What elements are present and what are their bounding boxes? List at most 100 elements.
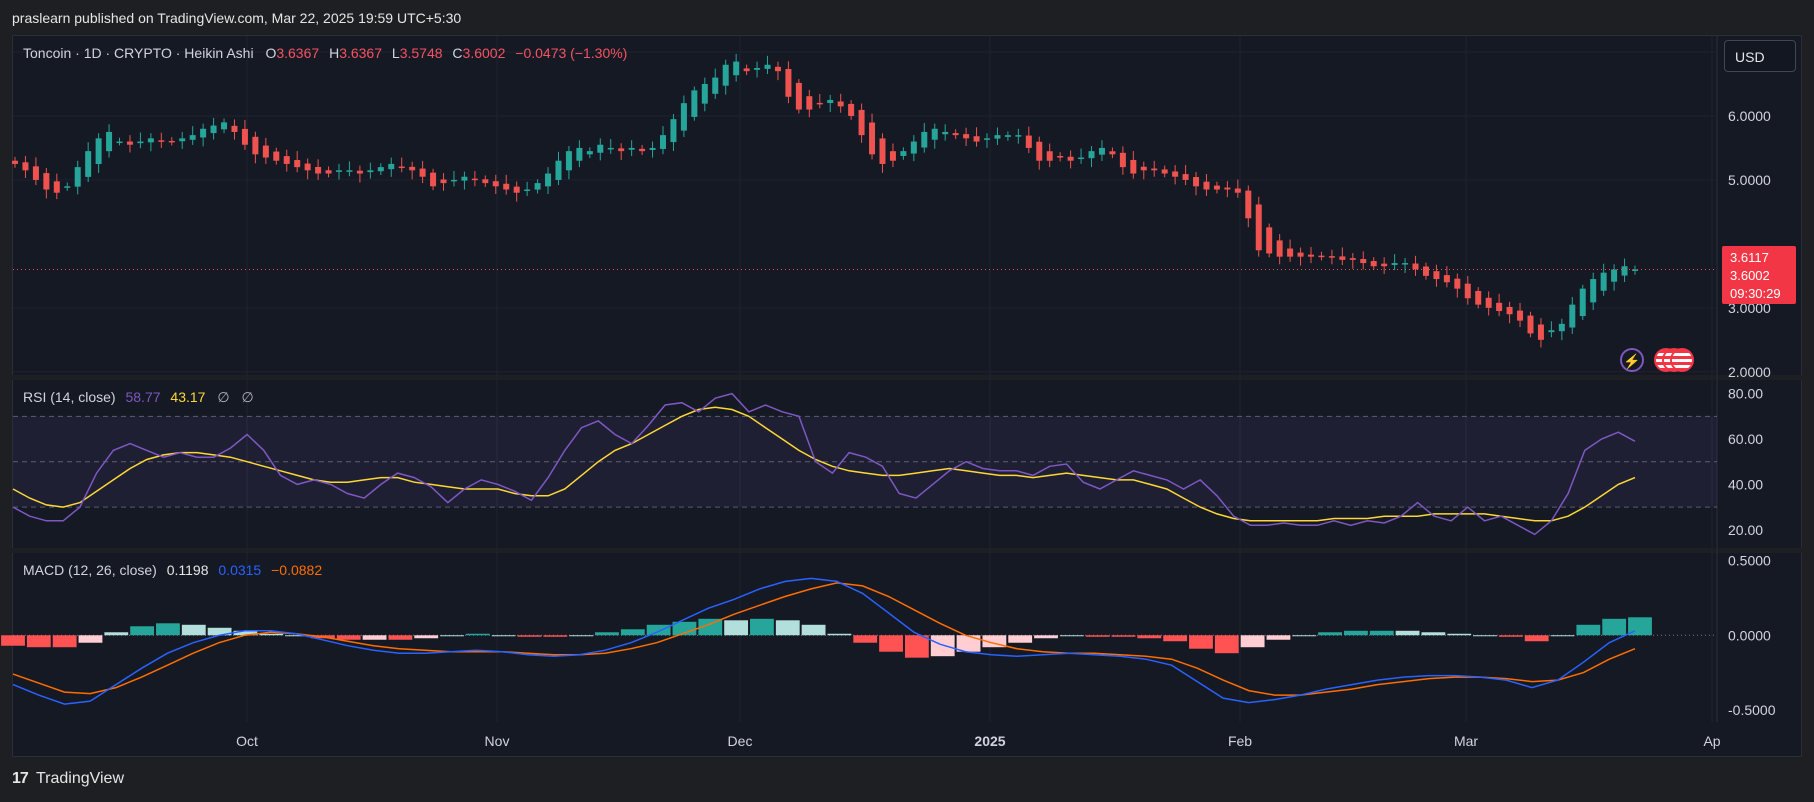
candle-body bbox=[12, 160, 18, 164]
candle-body bbox=[837, 101, 844, 107]
candle-body bbox=[691, 90, 698, 117]
candle-body bbox=[1360, 259, 1367, 264]
currency-button[interactable]: USD bbox=[1724, 40, 1796, 72]
candle-body bbox=[189, 135, 196, 140]
candle-body bbox=[994, 135, 1001, 139]
candle-body bbox=[1234, 188, 1241, 193]
macd-histogram-bar bbox=[1, 635, 25, 646]
macd-histogram-bar bbox=[1008, 635, 1033, 643]
candle-body bbox=[1433, 271, 1440, 280]
low-value: 3.5748 bbox=[399, 45, 443, 61]
macd-histogram-bar bbox=[336, 635, 361, 640]
candle-body bbox=[848, 103, 855, 116]
candle-body bbox=[95, 138, 102, 165]
candle-body bbox=[503, 183, 510, 190]
candle-body bbox=[1036, 141, 1043, 161]
candle-body bbox=[461, 176, 468, 181]
candle-body bbox=[283, 156, 290, 164]
macd-histogram-bar bbox=[1498, 635, 1523, 637]
candle-body bbox=[1004, 135, 1011, 137]
macd-histogram-bar bbox=[1318, 632, 1343, 636]
macd-histogram-bar bbox=[775, 620, 800, 636]
macd-histogram-bar bbox=[1473, 635, 1497, 637]
macd-histogram-bar bbox=[259, 633, 284, 636]
macd-histogram-bar bbox=[130, 626, 155, 636]
macd-histogram-bar bbox=[672, 621, 697, 636]
rsi-label[interactable]: RSI (14, close) bbox=[23, 389, 116, 405]
price-tag: 3.6117 3.6002 09:30:29 bbox=[1722, 246, 1796, 304]
candle-body bbox=[1318, 255, 1325, 258]
us-flag-icon[interactable] bbox=[1670, 348, 1694, 372]
open-label: O bbox=[265, 45, 277, 61]
x-tick-label: Nov bbox=[485, 733, 510, 749]
candle-body bbox=[377, 167, 384, 172]
macd-histogram-bar bbox=[724, 620, 749, 636]
candle-body bbox=[910, 141, 917, 154]
candle-body bbox=[1161, 169, 1168, 174]
candle-body bbox=[1443, 275, 1450, 283]
candle-body bbox=[1140, 166, 1147, 171]
macd-value: 0.0315 bbox=[218, 562, 262, 578]
macd-histogram-bar bbox=[620, 629, 645, 636]
candle-body bbox=[1569, 304, 1576, 328]
candle-body bbox=[534, 183, 541, 190]
candle-body bbox=[1548, 330, 1555, 333]
candle-body bbox=[1067, 156, 1074, 161]
candle-body bbox=[137, 141, 144, 144]
macd-histogram-bar bbox=[1524, 635, 1549, 642]
lightning-icon[interactable]: ⚡ bbox=[1620, 348, 1644, 372]
macd-histogram-bar bbox=[1111, 635, 1136, 637]
candle-body bbox=[1621, 266, 1628, 276]
macd-pane bbox=[1, 577, 1717, 705]
macd-histogram-bar bbox=[904, 635, 929, 658]
candle-body bbox=[471, 178, 478, 181]
candle-body bbox=[1370, 261, 1377, 267]
macd-histogram-bar bbox=[698, 618, 723, 636]
candle-body bbox=[952, 133, 959, 136]
candle-body bbox=[921, 131, 928, 148]
candle-body bbox=[774, 66, 781, 72]
candle-body bbox=[816, 102, 823, 105]
macd-label[interactable]: MACD (12, 26, close) bbox=[23, 562, 157, 578]
macd-histogram-bar bbox=[543, 635, 568, 637]
macd-histogram-bar bbox=[26, 635, 51, 648]
price-tick-label: 6.0000 bbox=[1728, 108, 1771, 124]
candle-body bbox=[869, 122, 876, 155]
symbol-label[interactable]: Toncoin · 1D · CRYPTO · Heikin Ashi bbox=[23, 45, 254, 61]
candle-body bbox=[1015, 135, 1022, 137]
macd-signal-value: −0.0882 bbox=[271, 562, 323, 578]
candle-body bbox=[1527, 315, 1534, 334]
candle-body bbox=[555, 160, 562, 180]
rsi-line bbox=[12, 392, 1636, 536]
symbol-legend: Toncoin · 1D · CRYPTO · Heikin Ashi O 3.6… bbox=[23, 45, 627, 61]
candle-body bbox=[367, 170, 374, 173]
x-tick-label: Mar bbox=[1454, 733, 1478, 749]
candle-body bbox=[1025, 135, 1032, 148]
tradingview-logo-icon[interactable]: 17 bbox=[12, 770, 29, 787]
candle-body bbox=[252, 136, 259, 155]
price-tag-price: 3.6002 bbox=[1730, 268, 1770, 283]
candle-body bbox=[984, 138, 990, 140]
footer-brand[interactable]: TradingView bbox=[35, 770, 124, 787]
candle-body bbox=[221, 122, 228, 130]
candle-body bbox=[931, 128, 938, 140]
x-tick-label: 2025 bbox=[974, 733, 1005, 749]
macd-histogram-bar bbox=[595, 632, 619, 636]
rsi-tick-label: 40.00 bbox=[1728, 476, 1763, 492]
close-value: 3.6002 bbox=[462, 45, 506, 61]
candle-body bbox=[1297, 252, 1304, 257]
macd-histogram-bar bbox=[1163, 635, 1188, 642]
candle-body bbox=[1182, 174, 1189, 180]
rsi-empty-2: ∅ bbox=[241, 389, 254, 405]
candle-body bbox=[597, 144, 604, 153]
candle-body bbox=[576, 147, 583, 161]
close-label: C bbox=[452, 45, 463, 61]
macd-histogram-bar bbox=[285, 635, 309, 637]
candle-body bbox=[409, 166, 416, 171]
macd-histogram-bar bbox=[104, 632, 129, 636]
x-tick-label: Oct bbox=[236, 733, 258, 749]
candle-body bbox=[1600, 272, 1607, 291]
candle-body bbox=[1349, 258, 1356, 260]
candle-body bbox=[1412, 263, 1419, 270]
